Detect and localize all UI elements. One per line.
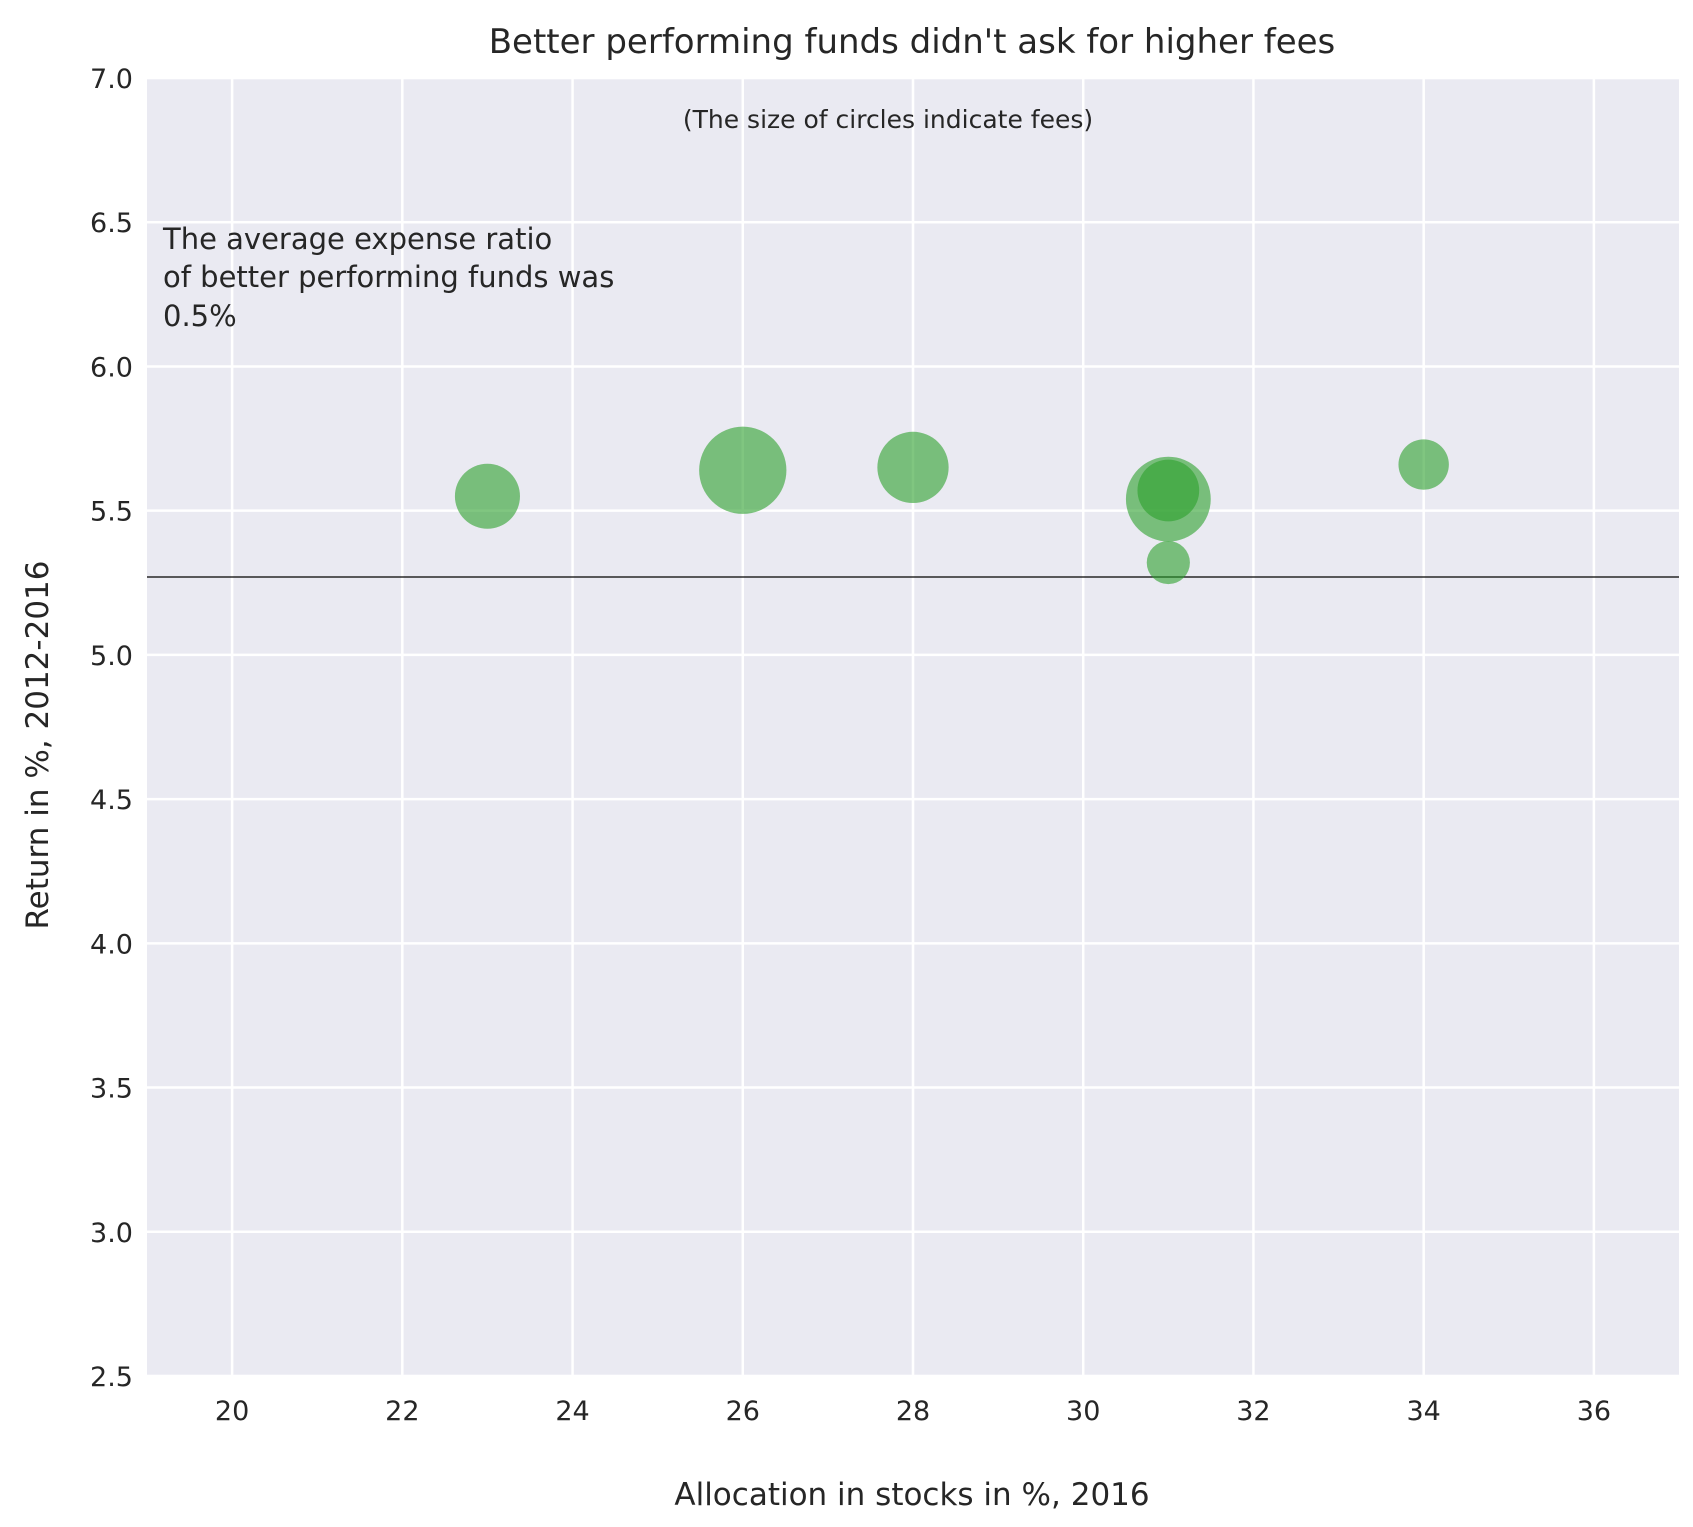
x-tick-label: 28 — [896, 1396, 930, 1427]
data-point — [1137, 459, 1200, 522]
data-point — [454, 463, 520, 529]
x-tick-label: 24 — [555, 1396, 589, 1427]
x-axis-label: Allocation in stocks in %, 2016 — [674, 1477, 1149, 1513]
data-point — [1398, 439, 1449, 490]
points-layer — [454, 426, 1449, 585]
x-tick-label: 34 — [1406, 1396, 1440, 1427]
data-point — [877, 431, 949, 504]
chart-subtitle: (The size of circles indicate fees) — [683, 105, 1093, 134]
x-tick-label: 32 — [1236, 1396, 1270, 1427]
y-tick-label: 5.5 — [90, 497, 133, 528]
annotation-line-1: The average expense ratio — [162, 222, 552, 256]
y-tick-label: 5.0 — [90, 641, 133, 672]
y-tick-label: 4.5 — [90, 785, 133, 816]
y-tick-label: 4.0 — [90, 929, 133, 960]
chart-title: Better performing funds didn't ask for h… — [489, 22, 1336, 62]
x-tick-label: 36 — [1577, 1396, 1611, 1427]
x-tick-label: 22 — [385, 1396, 419, 1427]
y-tick-label: 3.5 — [90, 1074, 133, 1105]
y-tick-label: 3.0 — [90, 1218, 133, 1249]
annotation-line-3: 0.5% — [163, 299, 237, 333]
annotation-line-2: of better performing funds was — [163, 260, 614, 294]
y-axis-label: Return in %, 2012-2016 — [20, 561, 56, 930]
x-tick-label: 20 — [215, 1396, 249, 1427]
y-tick-label: 2.5 — [90, 1362, 133, 1393]
data-point — [1146, 541, 1190, 585]
x-tick-label: 26 — [726, 1396, 760, 1427]
y-tick-label: 7.0 — [90, 64, 133, 95]
grid — [147, 76, 1679, 1378]
y-tick-label: 6.0 — [90, 352, 133, 383]
x-tick-label: 30 — [1066, 1396, 1100, 1427]
y-tick-label: 6.5 — [90, 208, 133, 239]
x-tick-labels: 20 22 24 26 28 30 32 34 36 — [215, 1396, 1611, 1427]
y-tick-labels: 2.5 3.0 3.5 4.0 4.5 5.0 5.5 6.0 6.5 7.0 — [90, 64, 133, 1393]
data-point — [699, 426, 787, 514]
